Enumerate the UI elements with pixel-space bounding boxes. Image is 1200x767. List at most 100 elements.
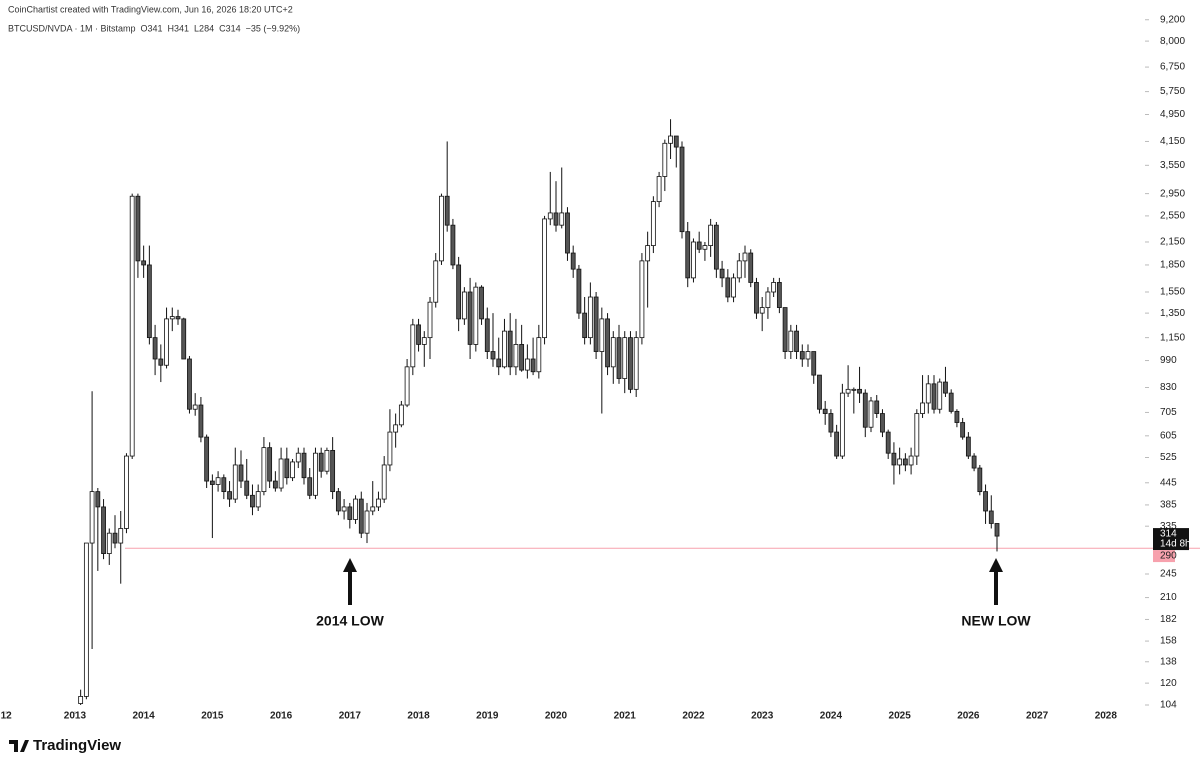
candle-body: [891, 452, 897, 466]
candle-body: [364, 510, 370, 534]
y-tick-label: 3,550: [1160, 160, 1185, 171]
candle-body: [839, 392, 845, 457]
candle-body: [547, 212, 553, 220]
candle-body: [513, 344, 519, 368]
candle-body: [685, 231, 691, 279]
logo-text: TradingView: [33, 737, 121, 754]
candle-body: [318, 452, 324, 472]
candle-body: [335, 491, 341, 512]
y-tick-label: 1,350: [1160, 308, 1185, 319]
candle-body: [696, 241, 702, 250]
candle-body: [582, 312, 588, 339]
candle-body: [284, 458, 290, 479]
candle-body: [169, 316, 175, 320]
candle-body: [502, 330, 507, 368]
candle-body: [765, 291, 771, 308]
candle-body: [799, 351, 805, 360]
y-tick-label: 4,950: [1160, 109, 1185, 120]
candle-body: [398, 404, 404, 426]
candle-body: [880, 413, 885, 433]
candle-body: [754, 282, 759, 314]
candle-body: [416, 324, 421, 345]
y-tick-label: 385: [1160, 500, 1177, 511]
candle-body: [427, 301, 433, 339]
candle-body: [209, 480, 215, 485]
candle-body: [605, 318, 610, 368]
candle-body: [645, 245, 651, 262]
candle-body: [565, 212, 570, 254]
candle-body: [215, 477, 221, 485]
candle-body: [553, 212, 559, 226]
candle-body: [960, 422, 966, 438]
candle-body: [576, 268, 582, 314]
candle-body: [908, 455, 914, 466]
candle-body: [450, 224, 456, 266]
candle-body: [794, 330, 799, 352]
credit: CoinChartist created with TradingView.co…: [8, 4, 293, 14]
x-tick-label: 2019: [476, 711, 499, 722]
candle-body: [805, 351, 811, 360]
candle-body: [410, 324, 416, 368]
candle-body: [668, 135, 673, 144]
candle-body: [78, 696, 84, 704]
candle-body: [530, 358, 536, 373]
candle-body: [725, 277, 731, 298]
candle-body: [387, 431, 393, 466]
candle-body: [404, 366, 410, 406]
candle-body: [599, 318, 605, 352]
candle-body: [719, 268, 725, 279]
arrow: [343, 558, 357, 605]
candle-body: [250, 494, 255, 508]
candle-body: [593, 296, 599, 352]
candle-body: [862, 392, 868, 428]
candle-body: [467, 291, 473, 345]
candle-body: [307, 477, 313, 496]
candle-body: [662, 142, 668, 177]
candle-body: [943, 381, 948, 394]
x-tick-label: 2025: [889, 711, 912, 722]
x-tick-label: 2021: [614, 711, 637, 722]
candle-body: [616, 337, 622, 379]
candle-body: [542, 218, 547, 339]
y-tick-label: 9,200: [1160, 14, 1185, 25]
candle-body: [587, 296, 593, 339]
candle-body: [639, 260, 645, 339]
candle-body: [353, 498, 358, 520]
y-tick-label: 8,000: [1160, 36, 1185, 47]
candle-body: [931, 383, 937, 410]
candle-body: [971, 455, 977, 469]
candle-body: [834, 431, 840, 457]
candle-body: [135, 195, 141, 262]
x-tick-label: 2023: [751, 711, 774, 722]
y-tick-label: 1,150: [1160, 332, 1185, 343]
x-tick-label: 2028: [1095, 711, 1118, 722]
candle-body: [811, 351, 817, 376]
candle-body: [559, 212, 565, 226]
candle-body: [444, 195, 450, 226]
candle-body: [152, 337, 158, 360]
candle-body: [496, 358, 502, 368]
y-tick-label: 4,150: [1160, 136, 1185, 147]
candle-body: [519, 344, 525, 371]
candle-body: [977, 467, 983, 493]
y-tick-label: 104: [1160, 700, 1177, 711]
candle-body: [507, 330, 513, 368]
candle-body: [295, 452, 301, 463]
candle-body: [650, 201, 656, 246]
x-tick-label: 2013: [64, 711, 87, 722]
candle-body: [421, 337, 427, 345]
candle-body: [175, 316, 181, 320]
y-tick-label: 830: [1160, 382, 1177, 393]
candle-body: [278, 458, 284, 489]
candle-body: [456, 264, 462, 320]
candle-body: [83, 542, 89, 697]
candle-body: [731, 277, 736, 298]
plot: 9,200 8,000 6,750 5,750 4,950 4,150 3,550 2,950…: [1, 14, 1200, 722]
x-tick-label: 2020: [545, 711, 568, 722]
candle-body: [736, 260, 742, 279]
candle-body: [112, 532, 118, 544]
candle-body: [393, 424, 399, 433]
y-tick-label: 182: [1160, 614, 1177, 625]
x-tick-label: 2014: [133, 711, 156, 722]
candle-body: [845, 388, 851, 394]
